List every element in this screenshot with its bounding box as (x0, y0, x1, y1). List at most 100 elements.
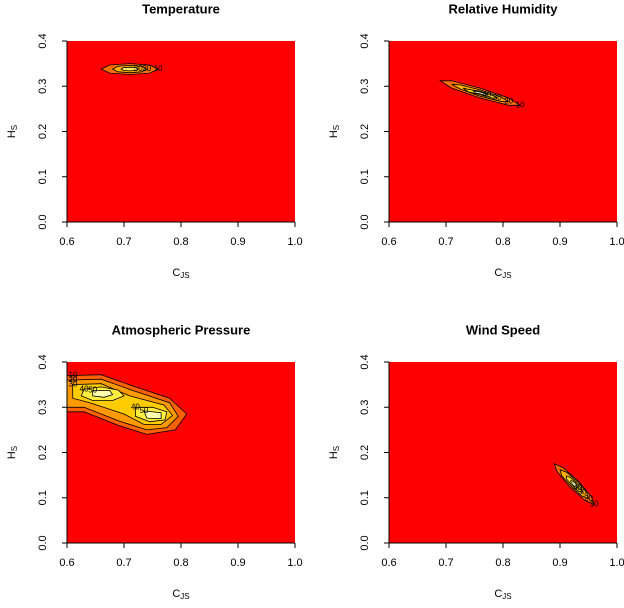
y-tick-label: 0.4 (37, 354, 49, 369)
x-tick-label: 0.8 (495, 557, 510, 569)
x-axis-label-main: C (494, 588, 502, 600)
contour-level-label: 10 (516, 100, 525, 109)
x-tick-label: 0.7 (116, 557, 131, 569)
y-axis-label: HS (328, 446, 341, 459)
x-axis-label: CJS (172, 267, 189, 280)
x-tick-label: 1.0 (609, 236, 624, 248)
contour-level-label: 10 (69, 371, 78, 380)
contour-level-label: 30 (134, 64, 143, 73)
x-tick-label: 0.9 (552, 557, 567, 569)
x-tick-label: 0.9 (552, 236, 567, 248)
x-tick-label: 0.6 (59, 557, 74, 569)
contour-level-label: 20 (142, 64, 151, 73)
x-axis-label-main: C (494, 267, 502, 279)
plot-background (389, 362, 617, 543)
contour-level-label: 40 (131, 402, 140, 411)
x-axis-label-main: C (172, 267, 180, 279)
x-axis-label: CJS (494, 267, 511, 280)
y-tick-label: 0.1 (37, 169, 49, 184)
y-tick-label: 0.0 (359, 535, 371, 550)
y-axis-label-main: H (6, 451, 18, 459)
y-tick-label: 0.4 (37, 33, 49, 48)
y-tick-label: 0.4 (359, 354, 371, 369)
chart-title: Atmospheric Pressure (112, 322, 251, 337)
y-axis-label: HS (6, 125, 19, 138)
x-tick-label: 0.6 (381, 557, 396, 569)
x-tick-label: 1.0 (287, 236, 302, 248)
contour-level-label: 30 (69, 380, 78, 389)
contour (92, 390, 114, 398)
contour-level-label: 30 (578, 487, 587, 496)
y-tick-label: 0.3 (37, 79, 49, 94)
contour-level-label: 10 (154, 64, 163, 73)
contour (120, 66, 140, 72)
x-axis-label-sub: JS (502, 592, 511, 601)
y-axis-label-main: H (328, 451, 340, 459)
contour (472, 90, 489, 96)
y-tick-label: 0.1 (359, 490, 371, 505)
x-axis-label-sub: JS (180, 592, 189, 601)
y-tick-label: 0.0 (37, 214, 49, 229)
x-tick-label: 0.7 (438, 236, 453, 248)
y-tick-label: 0.0 (359, 214, 371, 229)
y-tick-label: 0.2 (359, 124, 371, 139)
x-tick-label: 0.6 (59, 236, 74, 248)
contour-level-label: 20 (584, 494, 593, 503)
y-axis-label-main: H (328, 130, 340, 138)
x-axis-label: CJS (494, 588, 511, 601)
y-tick-label: 0.1 (37, 490, 49, 505)
contour-level-label: 10 (590, 500, 599, 509)
y-tick-label: 0.2 (37, 124, 49, 139)
y-axis-label-sub: S (332, 125, 341, 130)
x-tick-label: 0.8 (173, 557, 188, 569)
contour (143, 410, 162, 420)
x-axis-label-main: C (172, 588, 180, 600)
y-axis-label: HS (6, 446, 19, 459)
x-tick-label: 0.7 (116, 236, 131, 248)
y-tick-label: 0.3 (359, 400, 371, 415)
y-tick-label: 0.4 (359, 33, 371, 48)
x-tick-label: 0.8 (495, 236, 510, 248)
contour-level-label: 50 (88, 386, 97, 395)
y-axis-label: HS (328, 125, 341, 138)
contour-level-label: 40 (80, 384, 89, 393)
x-tick-label: 0.6 (381, 236, 396, 248)
x-tick-label: 0.9 (230, 557, 245, 569)
plot-background (389, 41, 617, 222)
x-axis-label-sub: JS (502, 271, 511, 280)
y-axis-label-sub: S (10, 125, 19, 130)
x-tick-label: 0.8 (173, 236, 188, 248)
y-tick-label: 0.2 (37, 445, 49, 460)
contour-level-label: 20 (69, 375, 78, 384)
x-tick-label: 1.0 (609, 557, 624, 569)
x-tick-label: 1.0 (287, 557, 302, 569)
y-axis-label-sub: S (332, 446, 341, 451)
contour-level-label: 40 (483, 90, 492, 99)
y-tick-label: 0.0 (37, 535, 49, 550)
y-tick-label: 0.1 (359, 169, 371, 184)
contour-level-label: 30 (493, 93, 502, 102)
contour (570, 480, 579, 489)
chart-title: Relative Humidity (448, 1, 558, 16)
x-axis-label-sub: JS (180, 271, 189, 280)
plot-background (67, 41, 295, 222)
x-axis-label: CJS (172, 588, 189, 601)
contour-level-label: 40 (573, 483, 582, 492)
contour-level-label: 50 (139, 406, 148, 415)
y-tick-label: 0.3 (359, 79, 371, 94)
x-tick-label: 0.7 (438, 557, 453, 569)
y-tick-label: 0.2 (359, 445, 371, 460)
y-axis-label-sub: S (10, 446, 19, 451)
chart-title: Temperature (142, 1, 220, 16)
chart-title: Wind Speed (466, 322, 540, 337)
